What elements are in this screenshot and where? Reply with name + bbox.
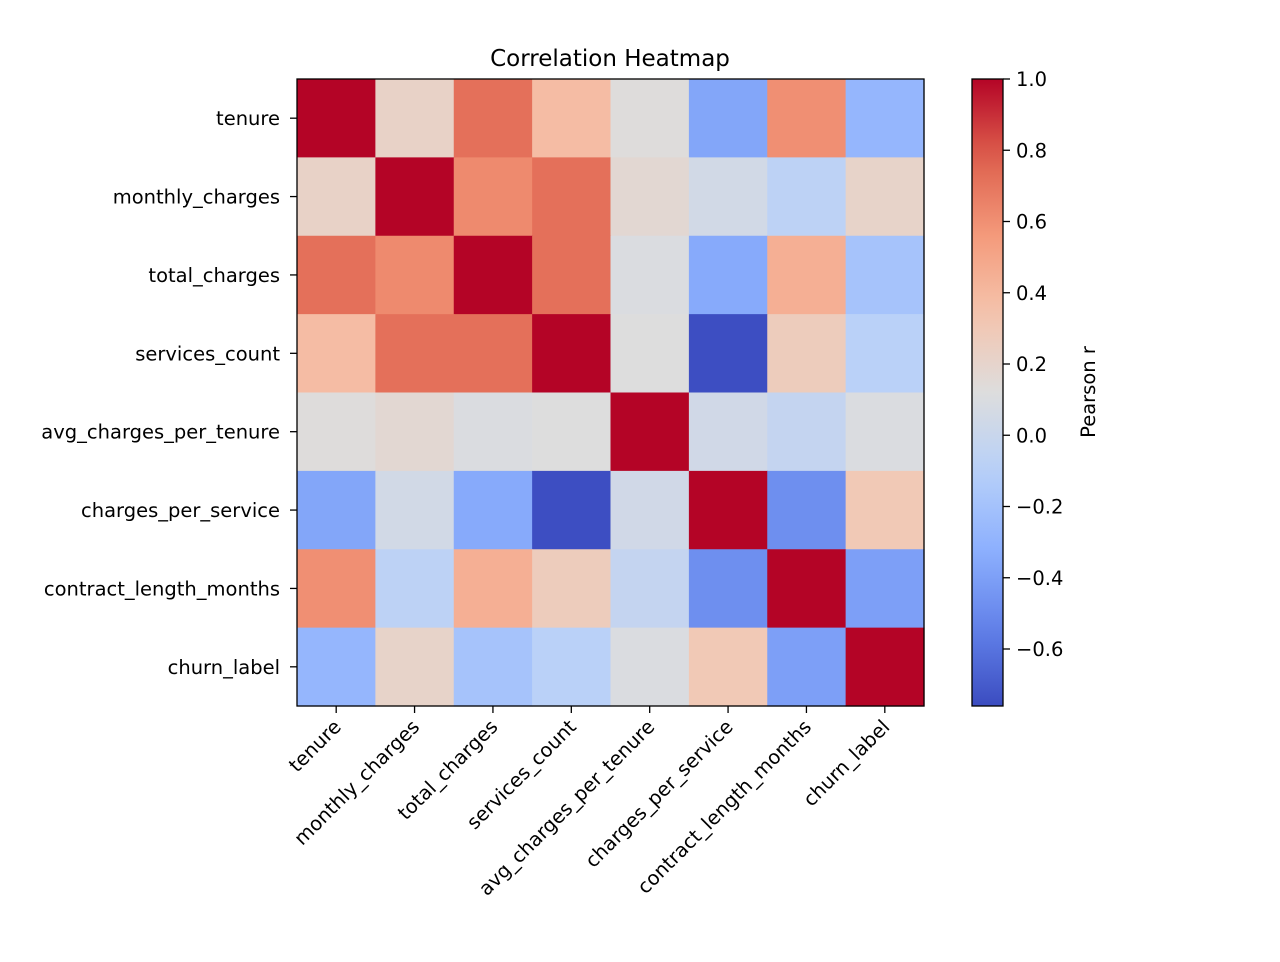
heatmap-cell	[610, 549, 690, 629]
heatmap-cell	[375, 235, 455, 315]
colorbar-tick-label: 0.8	[1016, 139, 1047, 162]
heatmap-cell	[532, 79, 612, 158]
heatmap-cell	[688, 627, 768, 707]
heatmap-cell	[688, 79, 768, 158]
heatmap-cell	[845, 314, 925, 394]
heatmap-cell	[610, 392, 690, 472]
heatmap-cell	[453, 392, 533, 472]
colorbar-tick-label: −0.6	[1016, 638, 1063, 661]
heatmap-cell	[453, 470, 533, 550]
colorbar-tick-label: 0.2	[1016, 353, 1047, 376]
heatmap-cell	[532, 470, 612, 550]
heatmap-cell	[767, 79, 847, 158]
colorbar-tick-label: −0.2	[1016, 496, 1063, 519]
heatmap-cell	[688, 470, 768, 550]
heatmap-cell	[375, 157, 455, 237]
heatmap-cell	[688, 235, 768, 315]
heatmap-cell	[610, 314, 690, 394]
heatmap-cell	[453, 627, 533, 707]
heatmap-cell	[532, 314, 612, 394]
y-tick-label: contract_length_months	[44, 577, 280, 600]
heatmap-cell	[845, 79, 925, 158]
heatmap-cell	[453, 79, 533, 158]
colorbar-label: Pearson r	[1077, 345, 1100, 438]
heatmap-cell	[767, 314, 847, 394]
heatmap-cell	[688, 157, 768, 237]
colorbar-tick-label: 0.0	[1016, 424, 1047, 447]
heatmap-cell	[297, 549, 376, 629]
heatmap-cell	[610, 627, 690, 707]
heatmap-frame	[296, 78, 925, 707]
heatmap-cell	[610, 79, 690, 158]
y-tick-label: charges_per_service	[81, 499, 280, 522]
heatmap-cell	[767, 627, 847, 707]
heatmap-cell	[767, 157, 847, 237]
heatmap-cell	[532, 549, 612, 629]
heatmap-cell	[297, 79, 376, 158]
heatmap-cell	[375, 627, 455, 707]
heatmap-cell	[532, 235, 612, 315]
heatmap-cell	[453, 314, 533, 394]
heatmap-cell	[297, 157, 376, 237]
heatmap-cell	[375, 314, 455, 394]
heatmap-cell	[297, 470, 376, 550]
colorbar	[972, 79, 1003, 706]
heatmap-cell	[845, 157, 925, 237]
heatmap-cell	[610, 235, 690, 315]
heatmap-cell	[845, 627, 925, 707]
y-tick-label: churn_label	[168, 656, 280, 679]
y-tick-label: total_charges	[148, 264, 280, 287]
heatmap-cell	[845, 549, 925, 629]
heatmap-cell	[453, 235, 533, 315]
heatmap-cell	[845, 470, 925, 550]
heatmap-cell	[375, 79, 455, 158]
y-axis-ticks: tenure monthly_charges total_chargesservic…	[41, 107, 297, 679]
heatmap-cell	[453, 549, 533, 629]
heatmap-cell	[767, 549, 847, 629]
chart-title: Correlation Heatmap	[490, 46, 730, 72]
colorbar-tick-label: 1.0	[1016, 68, 1047, 91]
heatmap-cell	[375, 470, 455, 550]
heatmap-cells	[297, 79, 925, 707]
x-tick-label: charges_per_service	[581, 715, 738, 872]
colorbar-tick-label: 0.6	[1016, 211, 1047, 234]
y-tick-label: avg_charges_per_tenure	[41, 421, 280, 444]
colorbar-frame	[971, 78, 1004, 707]
x-tick-label: tenure	[284, 715, 345, 776]
heatmap-cell	[532, 157, 612, 237]
heatmap-cell	[375, 392, 455, 472]
heatmap-cell	[845, 392, 925, 472]
y-tick-label: tenure	[216, 107, 280, 130]
y-tick-label: monthly_charges	[113, 186, 280, 209]
heatmap-cell	[453, 157, 533, 237]
colorbar-ticks: 1.0 0.8 0.6 0.4 0.2 0.0 −0.2 −0.4 −0.6	[1003, 68, 1063, 661]
heatmap-cell	[845, 235, 925, 315]
heatmap-cell	[610, 157, 690, 237]
heatmap-cell	[767, 392, 847, 472]
heatmap-cell	[688, 392, 768, 472]
heatmap-cell	[297, 392, 376, 472]
colorbar-tick-label: −0.4	[1016, 567, 1063, 590]
heatmap-cell	[297, 235, 376, 315]
heatmap-cell	[610, 470, 690, 550]
heatmap-cell	[767, 470, 847, 550]
heatmap-cell	[688, 549, 768, 629]
heatmap-cell	[297, 314, 376, 394]
colorbar-tick-label: 0.4	[1016, 282, 1047, 305]
heatmap-cell	[767, 235, 847, 315]
heatmap-cell	[375, 549, 455, 629]
heatmap-cell	[532, 392, 612, 472]
heatmap-cell	[532, 627, 612, 707]
y-tick-label: services_count	[135, 342, 280, 365]
x-axis-ticks: tenuremonthly_chargestotal_chargesservic…	[284, 706, 894, 900]
heatmap-cell	[688, 314, 768, 394]
heatmap-cell	[297, 627, 376, 707]
